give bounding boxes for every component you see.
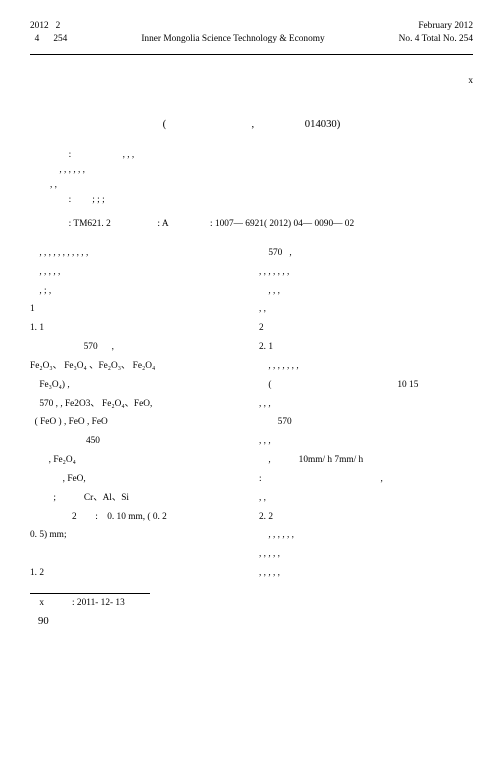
page-number-value: 90 (38, 616, 49, 627)
temp-450: 450 (86, 436, 100, 446)
section-2: 2 (259, 321, 473, 337)
abstract-label: : (69, 150, 72, 160)
artid-value: 1007— 6921( 2012) 04— 0090— 02 (215, 219, 354, 229)
page-number: 90 (30, 615, 473, 630)
fe4-text: , Fe₂O₄ (49, 455, 76, 465)
keywords-body: ; ; ; (92, 195, 104, 205)
section-2-2: 2. 2 (259, 510, 473, 526)
fe2-text: 570 , , Fe2O3、 Fe₂O₄、FeO, (39, 399, 152, 409)
mm-text: 0. 10 mm, ( 0. 2 (107, 512, 167, 522)
header-date: February 2012 (418, 21, 473, 31)
header-right: February 2012 No. 4 Total No. 254 (399, 20, 473, 46)
col2-p2: , , , (259, 284, 473, 300)
doccode-value: A (162, 219, 168, 229)
footnote: x : 2011- 12- 13 (30, 597, 473, 610)
col2-p5: ( 10 15 (259, 378, 473, 394)
fe1b-text: Fe₃O₄) , (39, 380, 69, 390)
col2-570: 570 (259, 415, 473, 431)
section-1-2: 1. 2 (30, 566, 244, 582)
clc-value: TM621. 2 (73, 219, 110, 229)
doccode-label: : (157, 219, 160, 229)
col2-p4: , , , , , , , (259, 359, 473, 375)
col2-p3: , , (259, 302, 473, 318)
p1-text: , , , , , , , , , , , (39, 248, 88, 258)
affil-open: ( (163, 119, 167, 130)
p2-text: , , , , , (39, 267, 60, 277)
col2-p11: , , , , , (259, 547, 473, 563)
footnote-sym: x (39, 598, 44, 608)
affiliation: ( , 014030) (30, 118, 473, 133)
para-intro2: , , , , , (30, 265, 244, 281)
abstract-body3: , , (50, 180, 57, 190)
col2-p9: , , (259, 491, 473, 507)
keywords-label: : (69, 195, 72, 205)
header-left: 2012 2 4 254 (30, 20, 67, 46)
col2-p1: , , , , , , , (259, 265, 473, 281)
header-year: 2012 (30, 21, 49, 31)
para-450: 450 (30, 434, 244, 450)
para-mm05: 0. 5) mm; (30, 528, 244, 544)
p3-text: , ; , (39, 286, 51, 296)
temp-570a: 570 (84, 342, 98, 352)
header-issue2: 254 (53, 34, 67, 44)
col2-p10: , , , , , , (259, 528, 473, 544)
para-570b: 570 , (259, 246, 473, 262)
page-header: 2012 2 4 254 Inner Mongolia Science Tech… (30, 20, 473, 46)
col2-p7: , , , (259, 434, 473, 450)
fe3-text: ( FeO ) , FeO , FeO (35, 417, 108, 427)
open-paren: ( (268, 380, 271, 390)
range-1015: 10 15 (397, 380, 418, 390)
affil-comma: , (251, 119, 254, 130)
para-mm: 2 : 0. 10 mm, ( 0. 2 (30, 510, 244, 526)
para-fe2: 570 , , Fe2O3、 Fe₂O₄、FeO, (30, 397, 244, 413)
abstract-body1: , , , (123, 150, 135, 160)
clc-label: : (69, 219, 72, 229)
para-fe1b: Fe₃O₄) , (30, 378, 244, 394)
abstract-block: : , , , , , , , , , , , : ; ; ; (50, 148, 453, 208)
rate-text: 10mm/ h 7mm/ h (299, 455, 364, 465)
footnote-date: 2011- 12- 13 (77, 598, 125, 608)
section-1: 1 (30, 302, 244, 318)
header-month: 2 (56, 21, 61, 31)
classification-codes: : TM621. 2 : A : 1007— 6921( 2012) 04— 0… (50, 218, 453, 231)
para-fe4: , Fe₂O₄ (30, 453, 244, 469)
para-intro3: , ; , (30, 284, 244, 300)
artid-label: : (210, 219, 213, 229)
para-570: 570 , (30, 340, 244, 356)
col2-p12: , , , , , (259, 566, 473, 582)
fe5-text: , FeO, (63, 474, 86, 484)
footnote-label: : (72, 598, 75, 608)
para-fe1: Fe₂O₃、 Fe₃O₄ 、Fe₂O₃、 Fe₂O₄ (30, 359, 244, 375)
header-total: No. 4 Total No. 254 (399, 34, 473, 44)
header-issue1: 4 (35, 34, 40, 44)
header-center: Inner Mongolia Science Technology & Econ… (67, 20, 398, 46)
header-rule (30, 54, 473, 55)
temp-570b: 570 (268, 248, 282, 258)
section-1-1: 1. 1 (30, 321, 244, 337)
journal-title: Inner Mongolia Science Technology & Econ… (141, 34, 324, 44)
para-cr: ; Cr、Al、Si (30, 491, 244, 507)
para-fe5: , FeO, (30, 472, 244, 488)
superscript-marker: x (30, 75, 473, 88)
cr-al-si: Cr、Al、Si (84, 493, 129, 503)
para-fe3: ( FeO ) , FeO , FeO (30, 415, 244, 431)
section-2-1: 2. 1 (259, 340, 473, 356)
footnote-rule (30, 593, 150, 594)
body-columns: , , , , , , , , , , , , , , , , , ; , 1 … (30, 246, 473, 585)
col2-p8: : , (259, 472, 473, 488)
para-intro1: , , , , , , , , , , , (30, 246, 244, 262)
col2-rate: , 10mm/ h 7mm/ h (259, 453, 473, 469)
temp-570c: 570 (278, 417, 292, 427)
col2-p6: , , , (259, 397, 473, 413)
affil-zip: 014030) (305, 119, 341, 130)
abstract-body2: , , , , , , (59, 165, 85, 175)
